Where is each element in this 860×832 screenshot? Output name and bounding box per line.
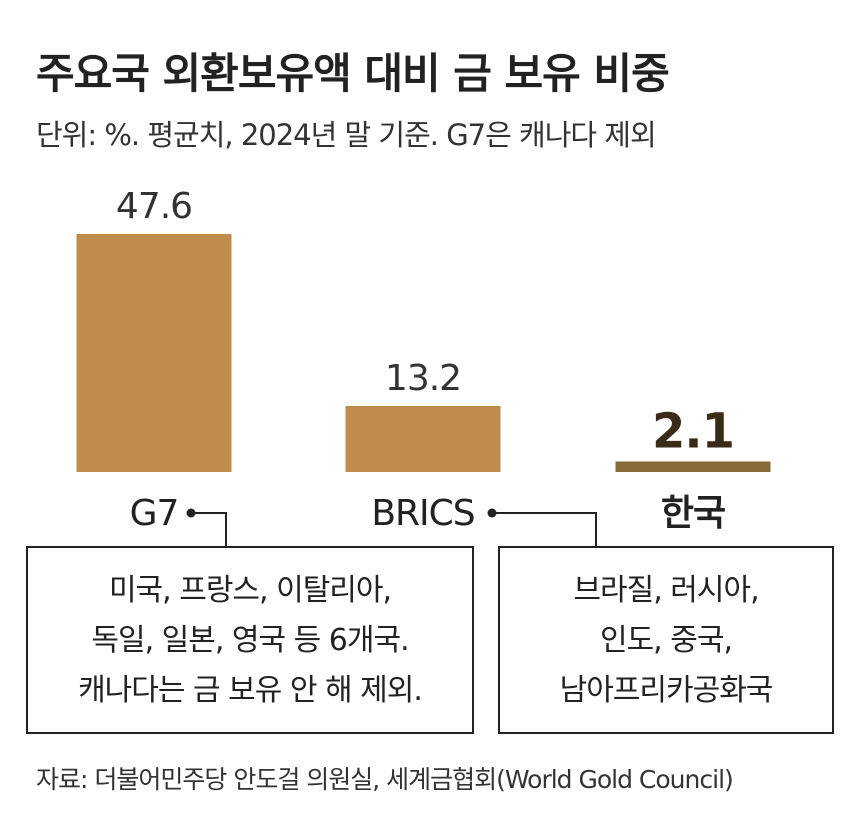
value-label-1: 13.2 xyxy=(385,358,461,399)
brics-connector-line xyxy=(492,512,597,547)
value-label-0: 47.6 xyxy=(116,186,192,227)
bar-1 xyxy=(345,406,501,472)
brics-note-line-3: 남아프리카공화국 xyxy=(559,673,774,708)
g7-note-line-3: 캐나다는 금 보유 안 해 제외. xyxy=(78,673,423,708)
g7-members-note: 미국, 프랑스, 이탈리아, 독일, 일본, 영국 등 6개국. 캐나다는 금 … xyxy=(26,546,474,734)
source-note: 자료: 더불어민주당 안도걸 의원실, 세계금협회(World Gold Cou… xyxy=(36,765,734,794)
chart-subtitle: 단위: %. 평균치, 2024년 말 기준. G7은 캐나다 제외 xyxy=(36,118,657,152)
category-label-0: G7 xyxy=(130,493,179,534)
bar-2 xyxy=(615,461,771,472)
g7-connector-line xyxy=(191,512,227,547)
category-label-2: 한국 xyxy=(661,493,725,534)
bar-chart: 47.6 G7 13.2 BRICS 2.1 한국 xyxy=(76,186,771,547)
value-label-2: 2.1 xyxy=(652,404,734,460)
g7-note-line-2: 독일, 일본, 영국 등 6개국. xyxy=(91,623,409,658)
chart-title: 주요국 외환보유액 대비 금 보유 비중 xyxy=(36,49,670,98)
bar-0 xyxy=(76,234,232,472)
g7-note-line-1: 미국, 프랑스, 이탈리아, xyxy=(108,573,392,608)
brics-note-line-1: 브라질, 러시아, xyxy=(573,573,759,608)
brics-members-note: 브라질, 러시아, 인도, 중국, 남아프리카공화국 xyxy=(498,546,834,734)
category-label-1: BRICS xyxy=(371,493,474,534)
brics-note-line-2: 인도, 중국, xyxy=(599,623,733,658)
